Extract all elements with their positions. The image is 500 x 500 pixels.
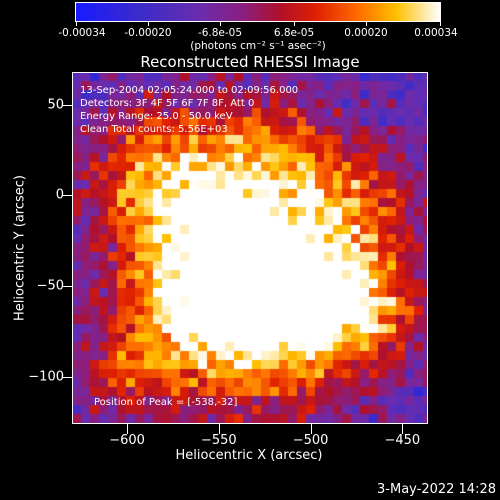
colorbar-tick — [366, 21, 367, 26]
colorbar-tick — [76, 21, 77, 26]
colorbar-tick-label: 6.8e-05 — [273, 27, 315, 39]
y-tick — [62, 376, 72, 378]
colorbar — [75, 2, 441, 22]
y-tick-label: 50 — [47, 97, 64, 113]
clean-counts-annotation: Clean Total counts: 5.56E+03 — [80, 124, 228, 135]
x-tick — [218, 424, 220, 434]
plot-area — [72, 72, 428, 424]
chart-title: Reconstructed RHESSI Image — [140, 53, 360, 71]
footer-timestamp: 3-May-2022 14:28 — [377, 482, 496, 497]
x-tick — [127, 424, 129, 434]
detectors-annotation: Detectors: 3F 4F 5F 6F 7F 8F, Att 0 — [80, 98, 255, 109]
y-tick-label: −100 — [28, 369, 64, 385]
y-tick-label: −50 — [36, 278, 64, 294]
colorbar-tick-label: -6.8e-05 — [197, 27, 243, 39]
colorbar-tick-label: 0.00020 — [344, 27, 388, 39]
x-tick — [402, 424, 404, 434]
colorbar-tick-label: -0.00034 — [58, 27, 106, 39]
x-tick-label: −550 — [200, 433, 237, 448]
y-axis-label: Heliocentric Y (arcsec) — [12, 175, 28, 321]
colorbar-tick-label: -0.00020 — [124, 27, 172, 39]
energy-annotation: Energy Range: 25.0 - 50.0 keV — [80, 111, 233, 122]
colorbar-tick — [294, 21, 295, 26]
time-range-annotation: 13-Sep-2004 02:05:24.000 to 02:09:56.000 — [80, 85, 299, 96]
x-tick-label: −450 — [384, 433, 421, 448]
x-tick — [310, 424, 312, 434]
y-tick — [62, 104, 72, 106]
colorbar-tick — [148, 21, 149, 26]
x-axis-label: Heliocentric X (arcsec) — [175, 448, 323, 463]
colorbar-units-label: (photons cm⁻² s⁻¹ asec⁻²) — [190, 40, 326, 52]
heatmap-image — [72, 72, 428, 424]
y-tick — [62, 195, 72, 197]
colorbar-tick-label: 0.00034 — [414, 27, 458, 39]
peak-position-annotation: Position of Peak = [-538,-32] — [94, 397, 238, 408]
colorbar-tick — [220, 21, 221, 26]
colorbar-tick — [440, 21, 441, 26]
y-tick-label: 0 — [55, 187, 64, 203]
x-tick-label: −600 — [109, 433, 145, 448]
y-tick — [62, 286, 72, 288]
x-tick-label: −500 — [292, 433, 329, 448]
